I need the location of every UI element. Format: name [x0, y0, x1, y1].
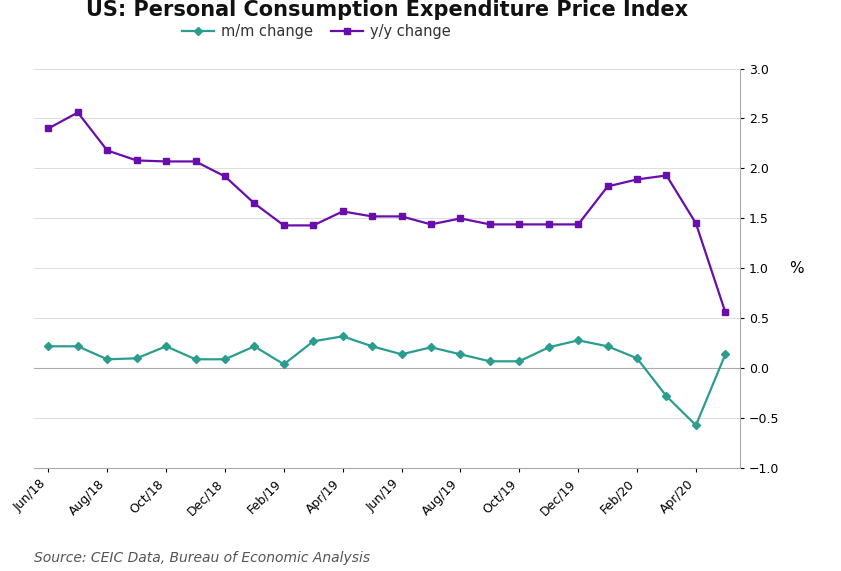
m/m change: [661, 393, 671, 400]
m/m change: [602, 343, 612, 349]
m/m change: [72, 343, 82, 349]
m/m change: [190, 356, 201, 363]
y/y change: [249, 200, 259, 207]
y/y change: [103, 147, 113, 154]
y/y change: [397, 213, 407, 220]
m/m change: [131, 355, 141, 362]
y/y change: [279, 222, 289, 229]
y/y change: [514, 221, 525, 228]
Legend: m/m change, y/y change: m/m change, y/y change: [182, 24, 451, 39]
m/m change: [161, 343, 172, 349]
m/m change: [484, 358, 495, 365]
y/y change: [220, 173, 230, 180]
y/y change: [720, 309, 730, 316]
m/m change: [249, 343, 259, 349]
m/m change: [426, 344, 436, 351]
m/m change: [279, 361, 289, 368]
m/m change: [103, 356, 113, 363]
m/m change: [543, 344, 553, 351]
y/y change: [72, 109, 82, 116]
y/y change: [338, 208, 348, 215]
y/y change: [602, 183, 612, 190]
Text: Source: CEIC Data, Bureau of Economic Analysis: Source: CEIC Data, Bureau of Economic An…: [34, 551, 370, 565]
Y-axis label: %: %: [789, 261, 804, 276]
m/m change: [573, 337, 583, 344]
y/y change: [543, 221, 553, 228]
m/m change: [44, 343, 54, 349]
m/m change: [690, 422, 701, 429]
y/y change: [632, 176, 643, 183]
m/m change: [338, 333, 348, 340]
y/y change: [690, 220, 701, 227]
m/m change: [632, 355, 643, 362]
y/y change: [456, 215, 466, 222]
y/y change: [573, 221, 583, 228]
y/y change: [190, 158, 201, 165]
Line: m/m change: m/m change: [45, 333, 728, 428]
m/m change: [367, 343, 377, 349]
y/y change: [367, 213, 377, 220]
y/y change: [131, 157, 141, 164]
y/y change: [484, 221, 495, 228]
m/m change: [220, 356, 230, 363]
Title: US: Personal Consumption Expenditure Price Index: US: Personal Consumption Expenditure Pri…: [86, 0, 688, 20]
m/m change: [456, 351, 466, 357]
m/m change: [397, 351, 407, 357]
m/m change: [514, 358, 525, 365]
m/m change: [720, 351, 730, 357]
y/y change: [661, 172, 671, 179]
m/m change: [308, 338, 318, 345]
y/y change: [426, 221, 436, 228]
Line: y/y change: y/y change: [45, 109, 729, 316]
y/y change: [161, 158, 172, 165]
y/y change: [44, 125, 54, 132]
y/y change: [308, 222, 318, 229]
